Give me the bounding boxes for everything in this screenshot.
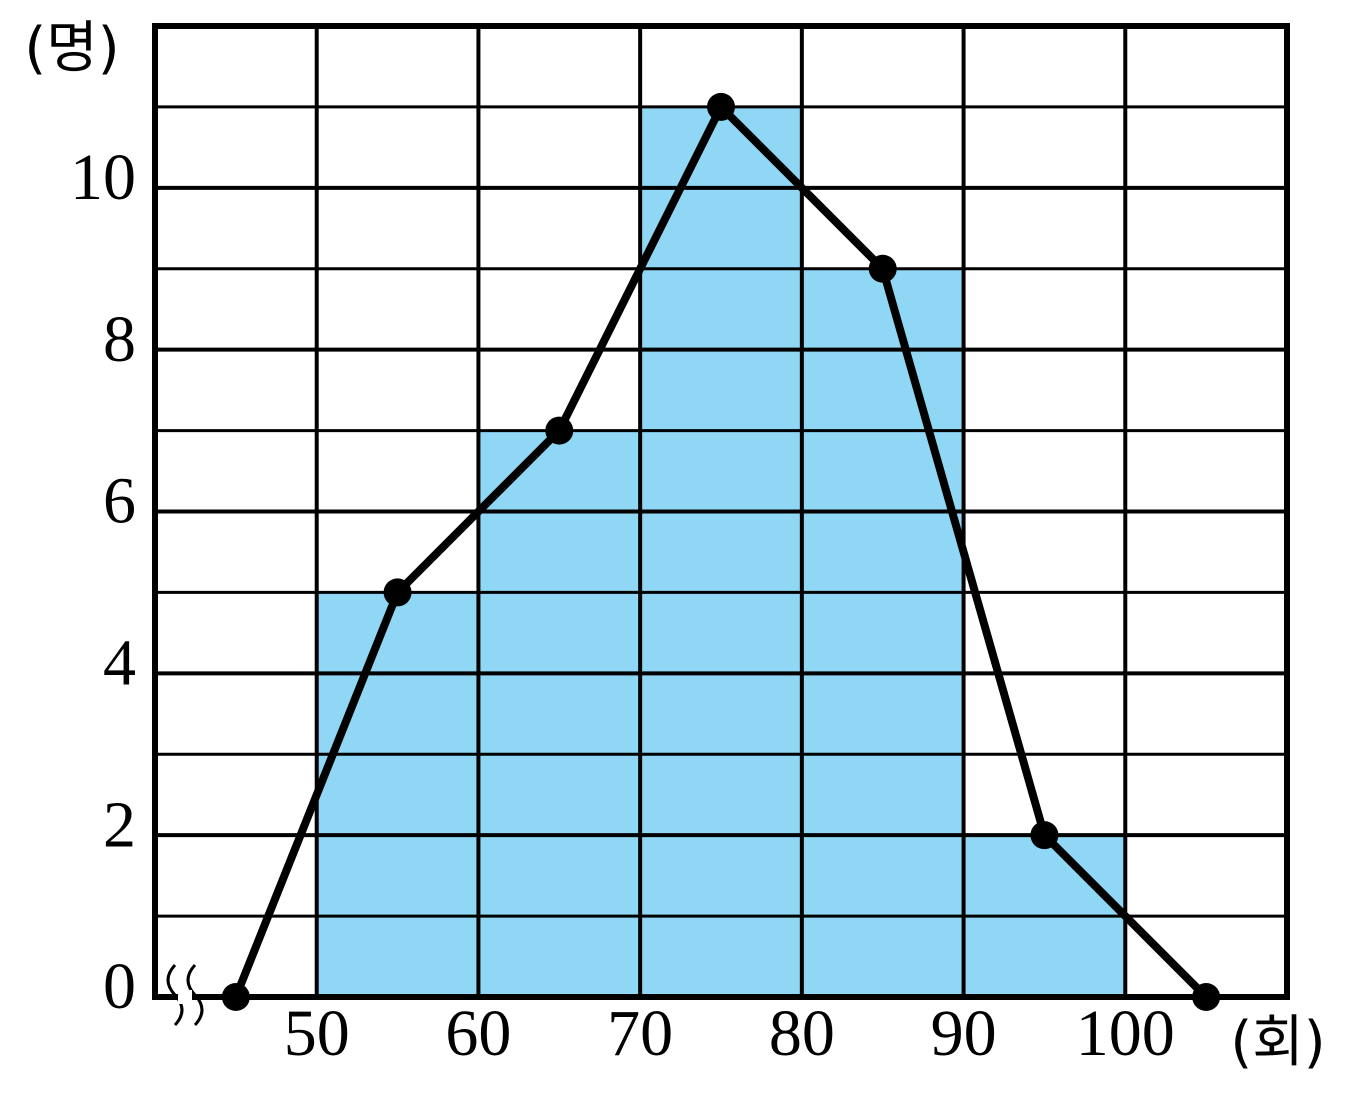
x-tick-label: 90 (931, 997, 997, 1070)
x-tick-label: 100 (1076, 997, 1175, 1070)
polygon-point (383, 578, 412, 607)
bar (478, 430, 641, 997)
bar (316, 592, 479, 997)
x-tick-label: 50 (284, 997, 350, 1070)
y-tick-label: 10 (70, 141, 136, 214)
axis-break (166, 963, 204, 1027)
axis-break-gap (178, 990, 192, 1004)
y-tick-label: 0 (103, 950, 136, 1023)
y-tick-label: 4 (103, 626, 136, 699)
bar (640, 106, 802, 997)
plot-frame (152, 23, 1290, 1000)
x-axis-label: (회) (1230, 1010, 1325, 1075)
x-tick-label: 70 (607, 997, 673, 1070)
polygon-point (868, 254, 897, 283)
polygon-point (1030, 821, 1059, 850)
polygon-point (1192, 983, 1221, 1011)
polygon-point (707, 92, 735, 121)
y-tick-label: 8 (103, 303, 136, 376)
y-tick-label: 6 (103, 465, 136, 538)
x-tick-label: 60 (445, 997, 511, 1070)
bar (801, 268, 964, 997)
y-axis-label: (명) (24, 16, 119, 81)
x-tick-label: 80 (769, 997, 835, 1070)
y-tick-label: 2 (103, 788, 136, 861)
polygon-point (545, 416, 574, 445)
polygon-point (221, 983, 250, 1011)
